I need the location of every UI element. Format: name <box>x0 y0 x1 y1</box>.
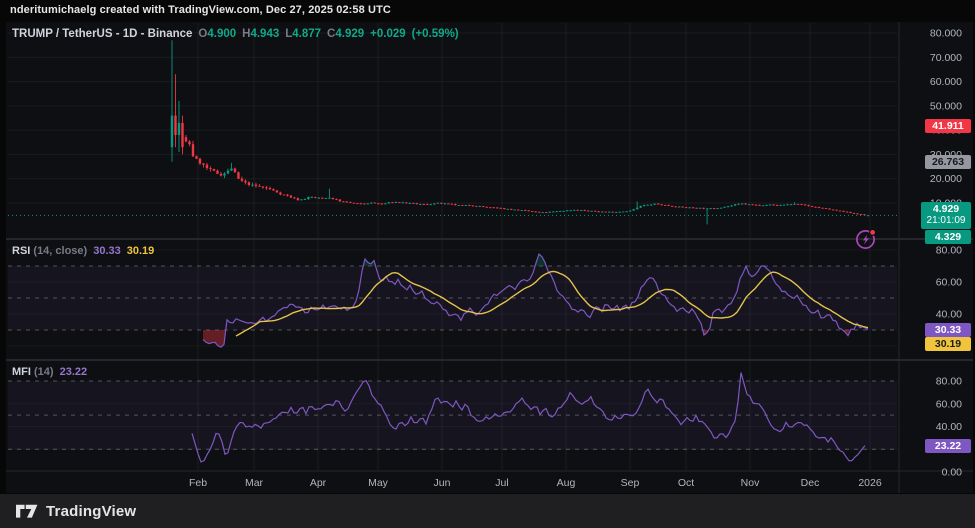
footer-bar: TradingView <box>0 494 975 528</box>
symbol-title[interactable]: TRUMP / TetherUS - 1D - Binance <box>12 28 193 40</box>
rsi-legend: RSI (14, close) 30.33 30.19 <box>12 245 154 257</box>
rsi-value: 30.33 <box>93 245 121 257</box>
symbol-legend: TRUMP / TetherUS - 1D - Binance O4.900 H… <box>12 28 459 40</box>
price-axis[interactable] <box>900 22 973 471</box>
ohlc-high: H4.943 <box>242 28 280 40</box>
mfi-scale-badge: 23.22 <box>925 438 971 453</box>
mfi-title[interactable]: MFI (14) <box>12 366 54 378</box>
attribution-text: nderitumichaelg created with TradingView… <box>10 4 391 16</box>
bar-countdown: 21:01:09 <box>926 215 966 227</box>
ohlc-close: C4.929 <box>327 28 365 40</box>
instant-trading-button[interactable] <box>854 227 878 251</box>
last-price-badge: 4.929 21:01:09 <box>921 201 971 229</box>
change-percent: (+0.59%) <box>411 28 459 40</box>
rsi-title[interactable]: RSI (14, close) <box>12 245 88 257</box>
chart-panel[interactable] <box>6 22 973 493</box>
notification-dot <box>869 228 877 237</box>
rsi-ma-scale-badge: 30.19 <box>925 337 971 351</box>
change-value: +0.029 <box>370 28 406 40</box>
tradingview-logo[interactable] <box>16 504 38 519</box>
rsi-scale-badge: 30.33 <box>925 322 971 337</box>
mfi-value: 23.22 <box>59 366 88 378</box>
mfi-legend: MFI (14) 23.22 <box>12 366 87 378</box>
price-badge-low: 4.329 <box>925 229 971 244</box>
ohlc-low: L4.877 <box>285 28 322 40</box>
last-price-value: 4.929 <box>932 203 960 216</box>
price-badge-alert: 41.911 <box>925 118 971 133</box>
ohlc-open: O4.900 <box>198 28 237 40</box>
lightning-icon <box>856 228 877 249</box>
price-badge-mid: 26.763 <box>925 155 971 170</box>
brand-name: TradingView <box>46 502 137 520</box>
tradingview-logo-icon <box>16 504 38 518</box>
time-axis[interactable] <box>6 472 898 493</box>
rsi-ma-value: 30.19 <box>126 245 155 257</box>
